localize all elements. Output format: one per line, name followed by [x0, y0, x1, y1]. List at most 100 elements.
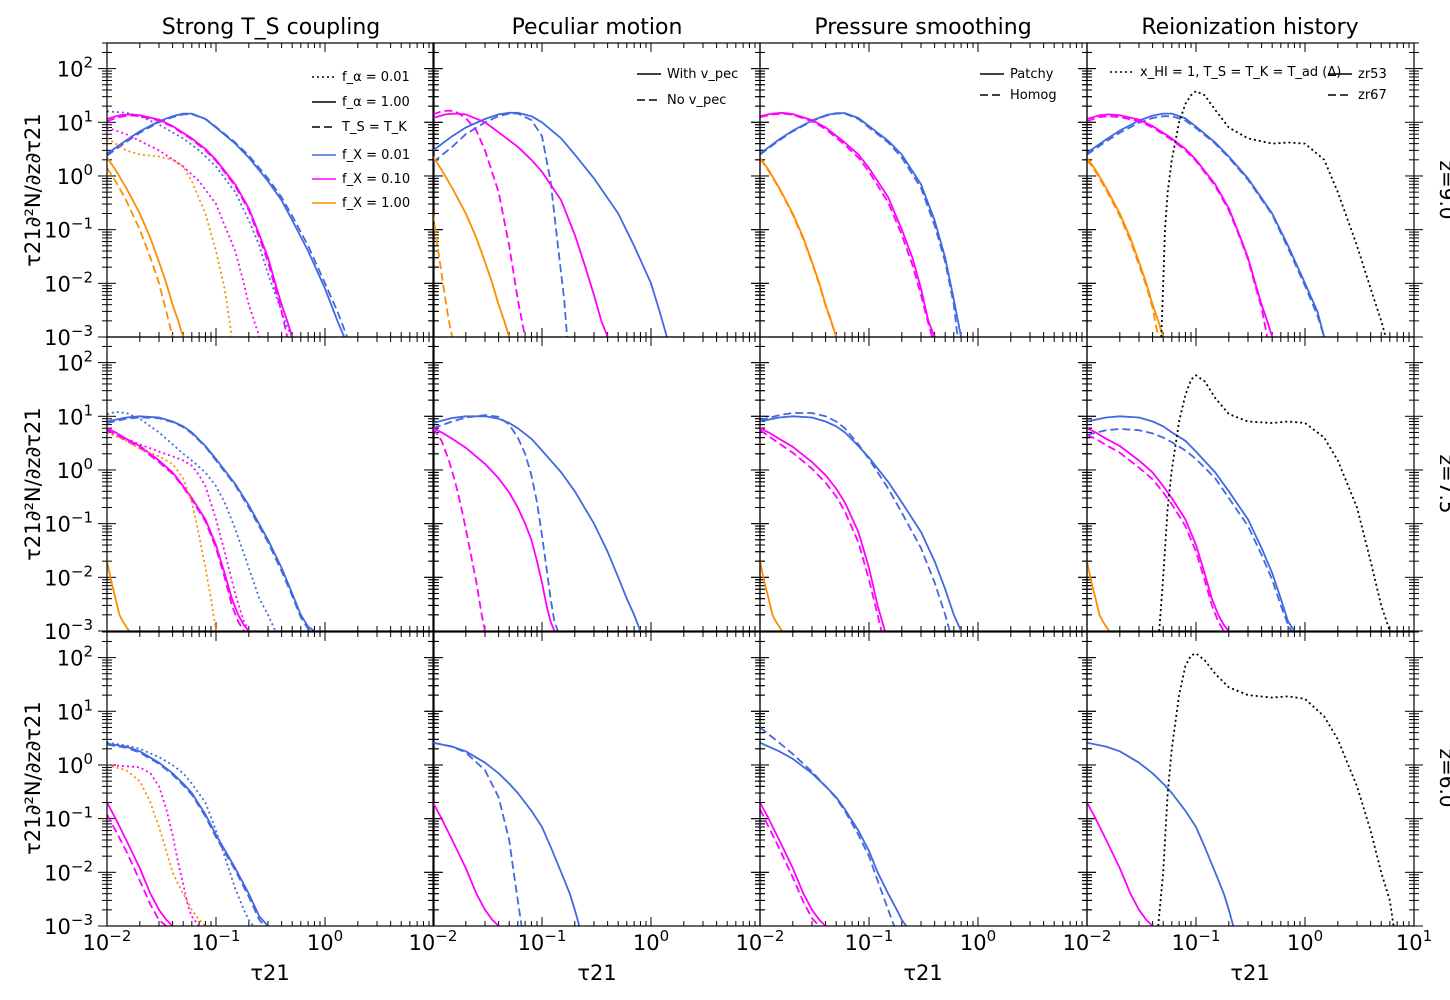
- series-fx010-dashed: [433, 109, 526, 337]
- series-fx100-dotted: [107, 431, 217, 631]
- series-fx010-solid: [760, 802, 827, 926]
- legend-label: f_α = 1.00: [342, 95, 410, 110]
- legend-entry: Patchy: [980, 67, 1054, 82]
- y-tick-label: 101: [57, 401, 93, 429]
- labels-layer: Strong T_S coupling Peculiar motion Pres…: [21, 15, 1450, 985]
- panel-r2-c3: [751, 336, 1096, 632]
- y-tick-label: 102: [57, 54, 93, 82]
- panel-series: [433, 414, 642, 631]
- panel-frame: [106, 631, 435, 927]
- legend-label: Patchy: [1010, 67, 1054, 82]
- series-fx010-dashed: [1087, 434, 1225, 631]
- series-fx100-solid: [760, 157, 838, 337]
- series-fx001-solid: [107, 415, 315, 631]
- series-fx100-dotted: [107, 137, 233, 337]
- panel-series: [1087, 90, 1387, 337]
- panel-ticks: [424, 631, 769, 927]
- legend-entry: f_α = 0.01: [312, 70, 410, 85]
- series-fx010-dashed: [760, 808, 820, 926]
- panel-r3-c4: 10−2 10−1 100 101: [1063, 631, 1432, 955]
- series-fx010-solid: [107, 113, 294, 337]
- panel-ticks: [424, 42, 769, 338]
- legend-label: With v_pec: [667, 67, 738, 82]
- series-fx001-dashed: [1087, 428, 1293, 631]
- series-fx010-dotted: [107, 764, 200, 926]
- y-tick-label: 10−2: [44, 268, 93, 296]
- series-fx010-solid: [107, 802, 174, 926]
- series-adiabatic-dotted: [1158, 374, 1391, 631]
- series-fx001-dashed: [433, 414, 559, 631]
- legend-label: f_X = 0.10: [342, 172, 410, 187]
- y-axis-label-row2: τ21∂²N/∂z∂τ21: [21, 407, 45, 561]
- x-tick-label: 10−1: [192, 927, 241, 955]
- y-tick-label: 100: [57, 750, 93, 778]
- legend-label: f_X = 1.00: [342, 196, 410, 211]
- x-axis-label-col1: τ21: [250, 961, 289, 985]
- panel-r2-c1: 102 101 100 10−1 10−2 10−3: [44, 336, 443, 644]
- panel-frame: [432, 42, 761, 338]
- y-tick-label: 100: [57, 455, 93, 483]
- panel-frame: [106, 42, 435, 338]
- legend-label: Homog: [1010, 88, 1057, 103]
- series-adiabatic-dotted: [1157, 652, 1395, 926]
- x-axis-label-col4: τ21: [1230, 961, 1269, 985]
- panel-ticks: [98, 631, 443, 927]
- x-tick-label: 100: [633, 927, 669, 955]
- panels-layer: 10210110010−110−210−310210110010−110−210…: [44, 42, 1432, 955]
- panel-ticks: [751, 631, 1096, 927]
- x-tick-label: 10−1: [518, 927, 567, 955]
- series-fx010-solid: [433, 427, 556, 631]
- y-tick-label: 10−3: [44, 616, 93, 644]
- series-fx001-solid: [433, 111, 668, 337]
- series-fx001-solid: [1087, 415, 1296, 631]
- series-fx010-dashed: [107, 114, 289, 337]
- row-label-z6: z=6.0: [1435, 748, 1450, 807]
- series-fx001-dotted: [107, 741, 255, 926]
- y-tick-label: 10−1: [44, 804, 93, 832]
- panel-series: [107, 411, 315, 631]
- legend-entry: Homog: [980, 88, 1057, 103]
- legend-entry: T_S = T_K: [312, 120, 407, 135]
- legend-col4: x_HI = 1, T_S = T_K = T_ad (Δ) zr53 zr67: [1110, 65, 1387, 103]
- column-title-peculiar-motion: Peculiar motion: [512, 15, 683, 40]
- series-fx100-solid: [107, 561, 130, 631]
- series-fx001-dashed: [433, 741, 523, 926]
- y-tick-label: 102: [57, 348, 93, 376]
- panel-r1-c2: [424, 42, 769, 338]
- series-fx010-dashed: [760, 429, 883, 631]
- panel-r3-c3: 10−2 10−1 100: [736, 631, 1096, 955]
- series-fx001-solid: [107, 112, 346, 337]
- panel-frame: [432, 336, 761, 632]
- legend-label: No v_pec: [667, 93, 726, 108]
- series-fx100-dashed: [433, 213, 454, 337]
- panel-series: [760, 111, 962, 337]
- panel-ticks: [1078, 631, 1423, 927]
- x-tick-label: 10−2: [736, 927, 785, 955]
- legend-label: T_S = T_K: [341, 120, 407, 135]
- series-fx010-solid: [1087, 113, 1274, 337]
- series-fx001-solid: [1087, 112, 1326, 337]
- x-tick-label: 10−2: [409, 927, 458, 955]
- y-tick-label: 100: [57, 161, 93, 189]
- series-fx100-dashed: [107, 167, 174, 337]
- panel-ticks: [98, 42, 443, 338]
- x-tick-label: 100: [307, 927, 343, 955]
- panel-frame: [106, 336, 435, 632]
- series-fx001-dashed: [760, 726, 895, 926]
- column-title-reionization-history: Reionization history: [1141, 15, 1358, 40]
- panel-r3-c2: 10−2 10−1 100: [409, 631, 769, 955]
- legend-entry: With v_pec: [637, 67, 738, 82]
- series-fx100-dashed: [1087, 159, 1160, 337]
- legend-entry: f_X = 1.00: [312, 196, 410, 211]
- y-tick-label: 10−2: [44, 857, 93, 885]
- series-fx100-solid: [1087, 561, 1110, 631]
- y-tick-label: 10−2: [44, 562, 93, 590]
- legend-label: zr67: [1358, 88, 1387, 103]
- x-tick-label: 10−2: [83, 927, 132, 955]
- panel-series: [760, 726, 908, 926]
- legend-entry: f_X = 0.01: [312, 148, 410, 163]
- legend-label: zr53: [1358, 67, 1387, 82]
- panel-series: [1087, 374, 1391, 631]
